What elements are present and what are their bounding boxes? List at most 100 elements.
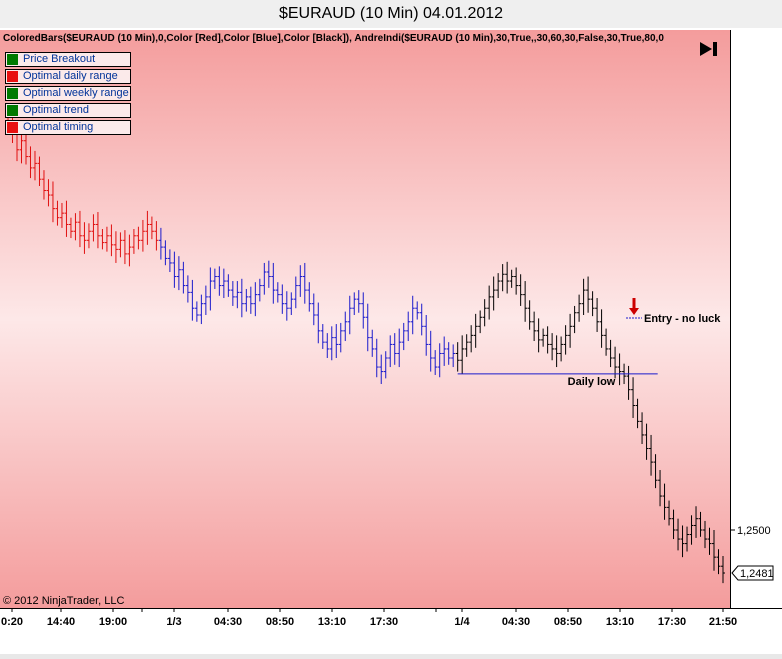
window-title: $EURAUD (10 Min) 04.01.2012 bbox=[278, 5, 504, 22]
copyright-text: © 2012 NinjaTrader, LLC bbox=[3, 595, 125, 607]
ohlc-bar bbox=[685, 526, 690, 552]
ohlc-bar bbox=[703, 520, 708, 549]
ohlc-bar bbox=[316, 302, 321, 344]
ohlc-bar bbox=[194, 301, 199, 322]
ohlc-bar bbox=[77, 210, 82, 248]
ohlc-bar bbox=[694, 506, 699, 538]
ohlc-bar bbox=[424, 315, 429, 356]
ohlc-bar bbox=[388, 335, 393, 368]
ohlc-bar bbox=[104, 226, 109, 252]
time-tick-label: 21:50 bbox=[709, 616, 737, 628]
legend-item: Optimal timing bbox=[5, 120, 131, 135]
ohlc-bar bbox=[568, 313, 573, 348]
ohlc-bar bbox=[176, 256, 181, 291]
time-tick-label: 17:30 bbox=[370, 616, 398, 628]
ohlc-bar bbox=[122, 230, 127, 265]
ohlc-bar bbox=[109, 224, 114, 257]
ohlc-bar bbox=[230, 281, 235, 306]
ohlc-bar bbox=[433, 350, 438, 375]
time-tick-label: 17:30 bbox=[658, 616, 686, 628]
ohlc-bar bbox=[181, 261, 186, 294]
ohlc-bar bbox=[298, 265, 303, 297]
ohlc-bar bbox=[365, 303, 370, 352]
ohlc-bar bbox=[473, 313, 478, 348]
ohlc-bar bbox=[689, 515, 694, 545]
ohlc-bar bbox=[235, 281, 240, 309]
ohlc-bar bbox=[635, 398, 640, 429]
ohlc-bar bbox=[613, 346, 618, 379]
ohlc-bar bbox=[676, 518, 681, 551]
ohlc-bar bbox=[617, 353, 622, 386]
ohlc-bar bbox=[451, 344, 456, 368]
ohlc-bar bbox=[401, 322, 406, 351]
ohlc-bar bbox=[248, 286, 253, 314]
legend-label: Optimal timing bbox=[23, 121, 94, 133]
ohlc-bar bbox=[599, 309, 604, 348]
ohlc-bar bbox=[559, 336, 564, 362]
skip-to-end-icon[interactable] bbox=[698, 40, 720, 58]
ohlc-bar bbox=[545, 326, 550, 354]
ohlc-bar bbox=[352, 292, 357, 315]
ohlc-bar bbox=[649, 434, 654, 476]
ohlc-bar bbox=[671, 509, 676, 540]
ohlc-bar bbox=[172, 251, 177, 288]
ohlc-bar bbox=[428, 330, 433, 372]
ohlc-bar bbox=[653, 454, 658, 489]
ohlc-bar bbox=[500, 264, 505, 292]
ohlc-bar bbox=[244, 288, 249, 312]
ohlc-bar bbox=[563, 325, 568, 355]
ohlc-bar bbox=[95, 212, 100, 249]
ohlc-bar bbox=[338, 322, 343, 353]
ohlc-bar bbox=[644, 423, 649, 460]
time-tick-label: 13:10 bbox=[318, 616, 346, 628]
ohlc-bar bbox=[284, 291, 289, 321]
ohlc-bar bbox=[527, 300, 532, 330]
ohlc-bar bbox=[482, 299, 487, 327]
price-axis[interactable]: 1,2500 1,2481 bbox=[730, 30, 782, 608]
ohlc-bar bbox=[271, 262, 276, 304]
ohlc-bar bbox=[658, 470, 663, 507]
ohlc-bar bbox=[149, 216, 154, 240]
ohlc-bar bbox=[68, 217, 73, 239]
price-tick-label: 1,2500 bbox=[737, 525, 771, 537]
ohlc-bar bbox=[469, 325, 474, 353]
ohlc-bar bbox=[100, 229, 105, 250]
ohlc-bar bbox=[23, 132, 28, 165]
ohlc-bar bbox=[631, 377, 636, 418]
time-axis[interactable]: 0:20 14:40 19:00 1/3 04:30 08:50 13:10 17:30 1/4… bbox=[0, 608, 782, 654]
ohlc-bar bbox=[442, 336, 447, 366]
ohlc-bar bbox=[325, 333, 330, 358]
ohlc-bar bbox=[379, 354, 384, 385]
time-tick-label: 04:30 bbox=[502, 616, 530, 628]
ohlc-bar bbox=[604, 328, 609, 356]
time-tick-label: 14:40 bbox=[47, 616, 75, 628]
ohlc-bar bbox=[406, 311, 411, 342]
ohlc-bar bbox=[208, 267, 213, 311]
ohlc-bar bbox=[523, 281, 528, 322]
ohlc-bar bbox=[698, 511, 703, 537]
ohlc-bar bbox=[505, 261, 510, 294]
ohlc-bar bbox=[266, 260, 271, 288]
ohlc-bar bbox=[415, 301, 420, 320]
ohlc-bar bbox=[509, 269, 514, 288]
ohlc-bar bbox=[662, 483, 667, 520]
legend-swatch bbox=[7, 54, 18, 65]
ohlc-bar bbox=[419, 303, 424, 336]
ohlc-bar bbox=[28, 146, 33, 179]
ohlc-bar bbox=[226, 274, 231, 297]
daily-low-label: Daily low bbox=[568, 376, 616, 388]
legend-item: Price Breakout bbox=[5, 52, 131, 67]
ohlc-bar bbox=[262, 262, 267, 295]
ohlc-bar bbox=[239, 278, 244, 318]
ohlc-bar bbox=[302, 262, 307, 304]
ohlc-bar bbox=[370, 329, 375, 357]
ohlc-bar bbox=[487, 285, 492, 320]
time-tick-label: 1/4 bbox=[454, 616, 470, 628]
ohlc-bar bbox=[113, 231, 118, 263]
ohlc-bar bbox=[667, 500, 672, 526]
ohlc-bar bbox=[374, 338, 379, 378]
ohlc-bar bbox=[712, 530, 717, 571]
time-tick-label: 1/3 bbox=[166, 616, 181, 628]
entry-label: Entry - no luck bbox=[644, 313, 721, 325]
legend-swatch bbox=[7, 71, 18, 82]
